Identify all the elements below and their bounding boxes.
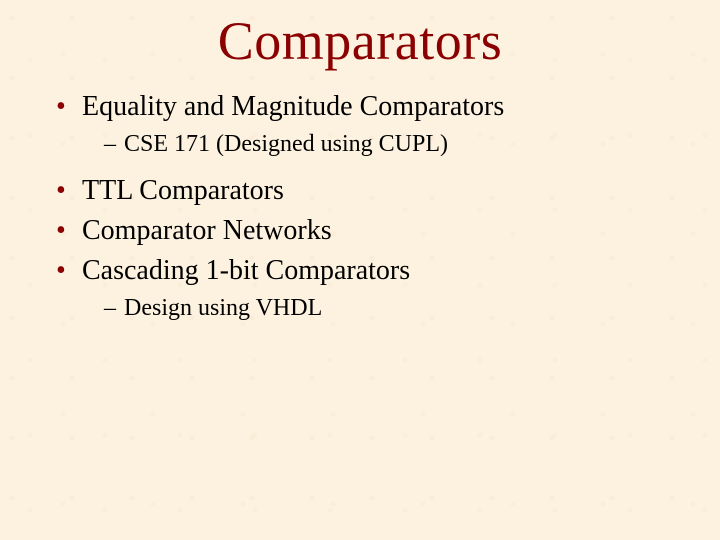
bullet-mark-icon: • — [56, 212, 82, 250]
bullet-text: Cascading 1-bit Comparators — [82, 252, 410, 290]
bullet-item: • Equality and Magnitude Comparators — [56, 88, 690, 126]
bullet-text: Comparator Networks — [82, 212, 332, 250]
sub-bullet-text: CSE 171 (Designed using CUPL) — [124, 128, 448, 160]
bullet-item: • TTL Comparators — [56, 172, 690, 210]
bullet-mark-icon: • — [56, 88, 82, 126]
bullet-item: • Cascading 1-bit Comparators — [56, 252, 690, 290]
sub-mark-icon: – — [104, 292, 124, 324]
sub-bullet-item: – Design using VHDL — [56, 292, 690, 324]
slide: Comparators • Equality and Magnitude Com… — [0, 0, 720, 540]
sub-bullet-item: – CSE 171 (Designed using CUPL) — [56, 128, 690, 160]
bullet-text: Equality and Magnitude Comparators — [82, 88, 504, 126]
slide-content: • Equality and Magnitude Comparators – C… — [0, 88, 720, 324]
bullet-mark-icon: • — [56, 252, 82, 290]
sub-mark-icon: – — [104, 128, 124, 160]
slide-title: Comparators — [0, 0, 720, 88]
bullet-mark-icon: • — [56, 172, 82, 210]
bullet-item: • Comparator Networks — [56, 212, 690, 250]
bullet-text: TTL Comparators — [82, 172, 284, 210]
sub-bullet-text: Design using VHDL — [124, 292, 322, 324]
